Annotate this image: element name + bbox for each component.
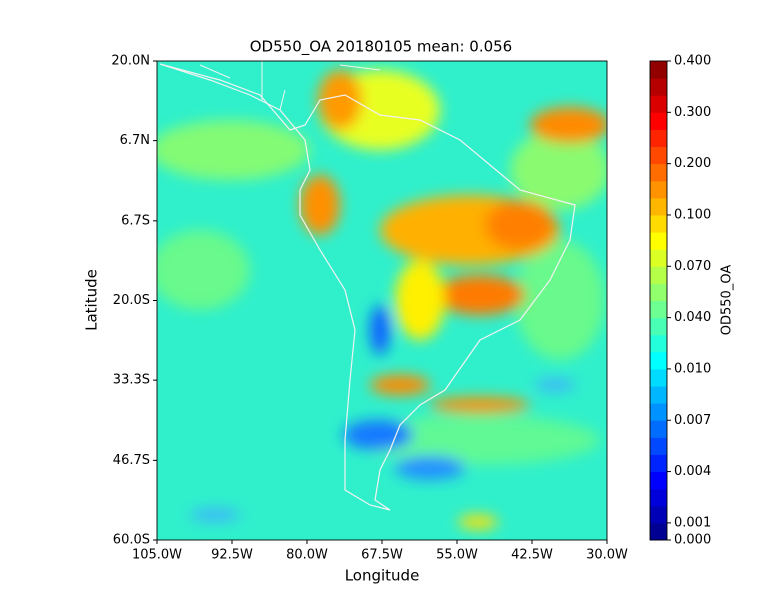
y-tick-label: 46.7S <box>113 453 150 468</box>
colorbar-tick-label: 0.000 <box>674 533 711 548</box>
colorbar-band <box>650 471 667 490</box>
colorbar-band <box>650 317 667 336</box>
x-tick-label: 80.0W <box>286 548 328 563</box>
colorbar-band <box>650 300 667 319</box>
colorbar-band <box>650 403 667 421</box>
colorbar-band <box>650 146 667 165</box>
y-tick-label: 20.0N <box>111 54 150 69</box>
colorbar-tick-label: 0.007 <box>674 413 711 428</box>
colorbar-band <box>650 386 667 404</box>
colorbar-band <box>650 266 667 284</box>
colorbar-tick-label: 0.040 <box>674 310 711 325</box>
colorbar-band <box>650 61 667 79</box>
x-tick-label: 42.5W <box>511 548 553 563</box>
x-tick-label: 67.5W <box>361 548 403 563</box>
y-tick-label: 6.7S <box>121 213 150 228</box>
colorbar-tick-label: 0.001 <box>674 515 711 530</box>
x-tick-label: 55.0W <box>436 548 478 563</box>
colorbar-band <box>650 454 667 473</box>
x-tick-label: 92.5W <box>211 548 253 563</box>
colorbar-band <box>650 334 667 353</box>
colorbar-band <box>650 505 667 524</box>
colorbar-band <box>650 283 667 301</box>
colorbar-band <box>650 232 667 250</box>
colorbar-band <box>650 163 667 182</box>
y-axis-label: Latitude <box>83 269 101 331</box>
colorbar-tick-label: 0.200 <box>674 156 711 171</box>
colorbar-band <box>650 214 667 233</box>
colorbar-band <box>650 368 667 387</box>
colorbar-band <box>650 488 667 507</box>
colorbar-band <box>650 522 667 541</box>
colorbar-band <box>650 180 667 199</box>
colorbar-band <box>650 112 667 130</box>
colorbar-label: OD550_OA <box>720 265 735 336</box>
colorbar-band <box>650 420 667 438</box>
colorbar-tick-label: 0.010 <box>674 361 711 376</box>
x-tick-label: 30.0W <box>586 548 628 563</box>
y-tick-label: 60.0S <box>113 533 150 548</box>
colorbar-tick-label: 0.070 <box>674 259 711 274</box>
chart-title: OD550_OA 20180105 mean: 0.056 <box>250 38 512 57</box>
x-axis-label: Longitude <box>345 567 420 585</box>
y-tick-label: 33.3S <box>113 373 150 388</box>
colorbar-band <box>650 78 667 96</box>
colorbar-tick-label: 0.300 <box>674 105 711 120</box>
y-tick-label: 20.0S <box>113 293 150 308</box>
colorbar-band <box>650 249 667 267</box>
colorbar-tick-label: 0.004 <box>674 464 711 479</box>
y-tick-label: 6.7N <box>120 133 150 148</box>
colorbar-band <box>650 95 667 113</box>
colorbar-tick-label: 0.400 <box>674 54 711 69</box>
x-tick-label: 105.0W <box>132 548 182 563</box>
colorbar-band <box>650 197 667 216</box>
colorbar-band <box>650 351 667 370</box>
aerosol-field <box>157 61 607 540</box>
colorbar-band <box>650 437 667 455</box>
colorbar-band <box>650 129 667 148</box>
colorbar-tick-label: 0.100 <box>674 207 711 222</box>
colorbar-frame <box>649 60 668 541</box>
